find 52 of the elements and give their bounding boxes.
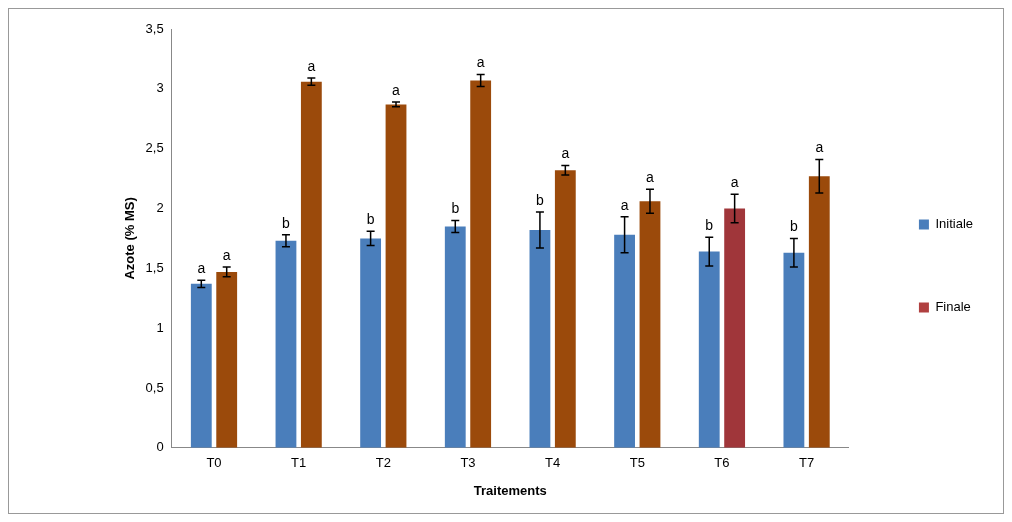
bar <box>190 283 212 448</box>
bar <box>444 226 466 448</box>
y-tick-label: 2,5 <box>145 140 164 156</box>
y-tick-label: 1,5 <box>145 259 164 275</box>
bar <box>614 234 635 448</box>
data-label: b <box>451 200 460 217</box>
y-tick-label: 0,5 <box>145 379 164 395</box>
y-tick-label: 2 <box>156 200 164 216</box>
bar <box>639 201 661 448</box>
legend-label: Finale <box>935 299 971 315</box>
data-label: a <box>222 246 231 263</box>
data-label: a <box>646 169 655 186</box>
x-tick-label: T7 <box>799 455 815 471</box>
data-label: a <box>476 54 485 71</box>
bar <box>529 230 551 448</box>
x-tick-label: T0 <box>206 455 222 471</box>
y-axis-title: Azote (% MS) <box>122 197 138 280</box>
bar <box>300 81 322 448</box>
bar <box>470 80 492 448</box>
data-label: a <box>307 57 316 74</box>
y-tick-label: 1 <box>156 319 164 335</box>
data-label: b <box>705 217 714 234</box>
bar <box>808 176 830 448</box>
data-label: b <box>536 191 545 208</box>
x-tick-label: T2 <box>375 455 391 471</box>
data-label: a <box>392 81 401 98</box>
data-label: b <box>282 214 291 231</box>
bar <box>698 251 720 448</box>
data-label: a <box>561 145 570 162</box>
data-label: b <box>366 211 375 228</box>
bar <box>275 240 297 448</box>
y-tick-label: 3 <box>156 80 164 96</box>
bar <box>385 104 407 448</box>
y-tick-label: 0 <box>156 439 164 455</box>
x-tick-label: T4 <box>545 455 561 471</box>
data-label: b <box>790 218 798 235</box>
data-label: a <box>730 173 739 190</box>
x-tick-label: T6 <box>714 455 730 471</box>
legend-label: Initiale <box>935 216 973 232</box>
y-tick-label: 3,5 <box>145 20 164 36</box>
x-tick-label: T1 <box>291 455 307 471</box>
data-label: a <box>815 139 824 156</box>
data-label: a <box>620 196 629 213</box>
bar <box>216 271 238 448</box>
x-axis-title: Traitements <box>473 482 547 498</box>
bar <box>360 238 382 448</box>
x-tick-label: T5 <box>629 455 645 471</box>
bar <box>724 208 746 448</box>
data-label: a <box>197 260 206 277</box>
bar <box>554 170 576 448</box>
bar <box>783 252 805 448</box>
x-tick-label: T3 <box>460 455 476 471</box>
